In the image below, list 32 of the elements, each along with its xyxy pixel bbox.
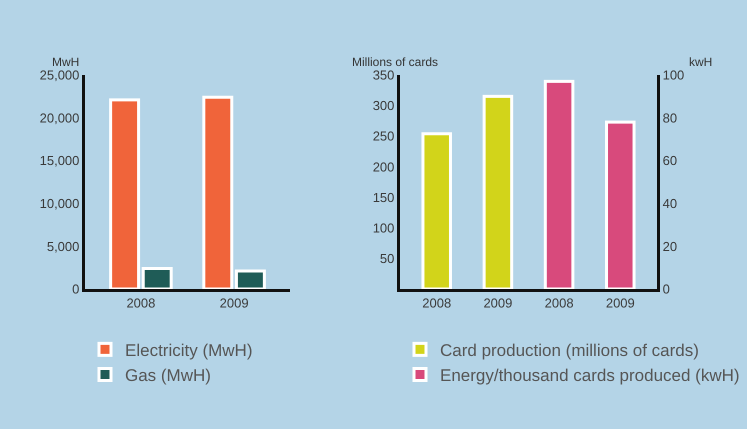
x-tick-label: 2008 (544, 296, 574, 311)
y2-tick-label: 60 (662, 153, 678, 168)
y-axis-title: MwH (52, 55, 80, 69)
y-tick-label: 250 (372, 128, 394, 144)
y2-tick-label: 40 (662, 196, 678, 211)
y-tick-label: 300 (372, 98, 394, 114)
y2-axis-title: kwH (689, 55, 712, 69)
y-tick-label: 15,000 (40, 153, 80, 168)
x-tick-label: 2009 (220, 296, 249, 311)
y-tick-label: 10,000 (40, 196, 80, 211)
y2-tick-label: 20 (662, 238, 678, 254)
y-tick-label: 150 (372, 190, 394, 205)
y-axis-title: Millions of cards (352, 55, 438, 69)
x-tick-label: 2008 (422, 296, 452, 311)
y-tick-label: 0 (72, 282, 80, 297)
y-tick-label: 20,000 (40, 110, 80, 126)
y-tick-label: 5,000 (46, 238, 80, 254)
legend-label: Electricity (MwH) (125, 340, 252, 360)
y-tick-label: 25,000 (40, 68, 80, 83)
y2-tick-label: 0 (662, 282, 670, 297)
y-tick-label: 350 (372, 68, 394, 83)
x-tick-label: 2009 (483, 296, 512, 311)
y2-tick-label: 80 (662, 110, 678, 126)
y2-tick-label: 100 (662, 68, 684, 83)
legend-label: Energy/thousand cards produced (kwH) (440, 366, 740, 386)
y-tick-label: 50 (380, 250, 394, 266)
legend-label: Card production (millions of cards) (440, 340, 699, 360)
y-tick-label: 200 (372, 159, 394, 174)
x-tick-label: 2009 (606, 296, 635, 311)
x-tick-label: 2008 (126, 296, 156, 311)
legend-label: Gas (MwH) (125, 366, 211, 386)
y-tick-label: 100 (372, 220, 394, 236)
